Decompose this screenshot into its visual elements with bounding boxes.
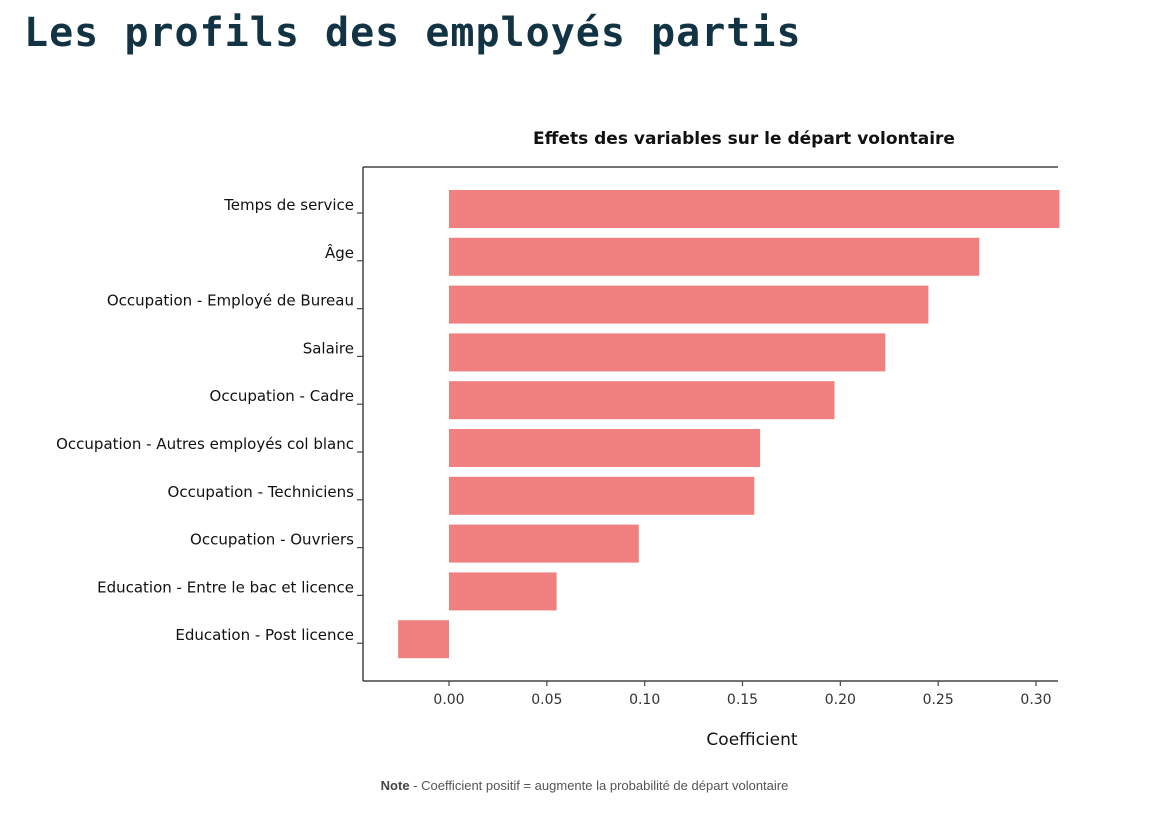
x-axis-title: Coefficient [706, 730, 797, 750]
category-label: Occupation - Employé de Bureau [107, 292, 354, 310]
category-label: Education - Post licence [175, 626, 354, 644]
bar [449, 524, 639, 563]
category-labels: Temps de service Âge Occupation - Employé … [56, 196, 354, 644]
note-text: - Coefficient positif = augmente la prob… [409, 778, 789, 793]
bar [449, 429, 761, 467]
category-label: Occupation - Autres employés col blanc [56, 435, 354, 453]
bars-group [398, 190, 1060, 659]
category-label: Âge [325, 243, 354, 262]
bar [449, 333, 886, 372]
category-label: Temps de service [223, 196, 354, 214]
category-label: Occupation - Ouvriers [190, 531, 354, 549]
category-label: Occupation - Techniciens [168, 483, 355, 501]
note-label: Note [380, 778, 410, 793]
category-label: Occupation - Cadre [210, 387, 354, 405]
bar [449, 285, 929, 324]
bar [449, 381, 835, 420]
x-tick-label: 0.30 [1020, 692, 1051, 708]
x-tick-label: 0.15 [727, 692, 758, 708]
y-axis-ticks [357, 212, 363, 644]
bar [398, 620, 449, 659]
x-tick-label: 0.25 [923, 692, 954, 708]
bar [449, 237, 980, 276]
bar [449, 476, 755, 515]
x-axis-ticks: 0.00 0.05 0.10 0.15 0.20 0.25 0.30 [433, 681, 1052, 708]
bar [449, 572, 557, 611]
footnote: Note - Coefficient positif = augmente la… [0, 778, 1169, 793]
category-label: Salaire [303, 339, 354, 357]
bar [449, 190, 1060, 228]
category-label: Education - Entre le bac et licence [97, 578, 354, 596]
x-tick-label: 0.10 [629, 692, 660, 708]
x-tick-label: 0.00 [433, 692, 464, 708]
chart-title: Effets des variables sur le départ volon… [533, 129, 955, 149]
x-tick-label: 0.20 [825, 692, 856, 708]
x-tick-label: 0.05 [531, 692, 562, 708]
page-title: Les profils des employés partis [24, 10, 802, 56]
